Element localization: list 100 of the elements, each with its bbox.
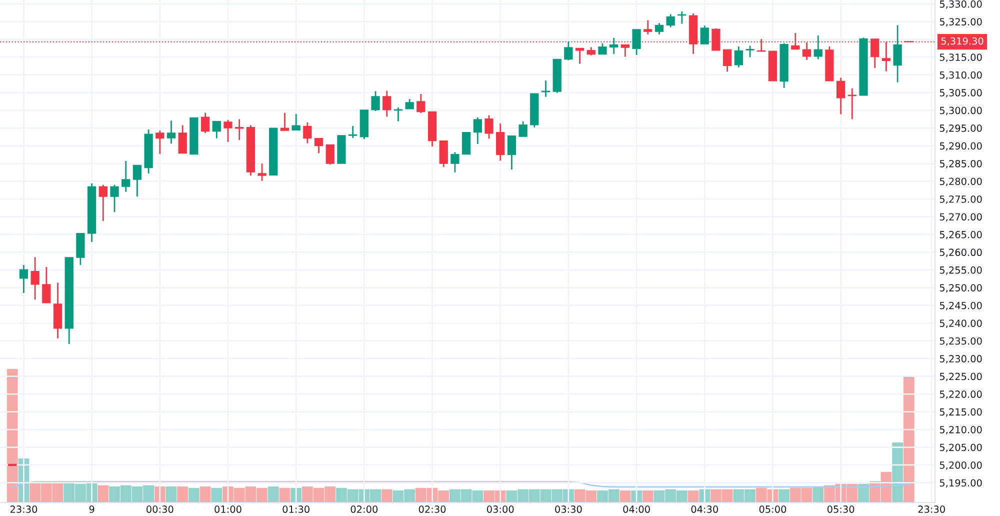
x-tick-label: 04:00 <box>623 506 650 513</box>
y-tick-label: 5,200.00 <box>940 461 982 470</box>
bar <box>381 489 392 503</box>
x-tick-label: 04:30 <box>691 506 718 513</box>
bar <box>98 485 109 503</box>
candlestick <box>371 90 380 112</box>
candlestick <box>666 13 675 28</box>
candlestick <box>178 124 187 154</box>
candlestick <box>462 132 471 155</box>
candlestick <box>212 120 221 140</box>
candlestick <box>439 140 448 168</box>
bar <box>211 488 222 503</box>
bar <box>858 484 869 503</box>
candlestick <box>348 125 358 139</box>
x-tick-label: 23:30 <box>918 506 945 513</box>
candlestick <box>132 164 142 198</box>
candlestick <box>224 119 232 143</box>
candlestick <box>292 113 300 131</box>
candlestick <box>473 116 482 145</box>
candlestick <box>122 160 130 193</box>
candlestick <box>258 162 266 182</box>
candlestick <box>598 42 607 55</box>
candlestick <box>507 135 516 170</box>
candlestick <box>654 22 664 36</box>
candlestick <box>280 112 290 132</box>
candlestick <box>19 264 28 294</box>
candlestick <box>30 256 40 300</box>
candlestick <box>678 10 686 24</box>
candlestick <box>746 45 754 58</box>
y-tick-label: 5,265.00 <box>940 230 982 240</box>
x-tick-label: 23:30 <box>10 506 38 513</box>
candlestick <box>700 24 709 45</box>
y-tick-label: 5,245.00 <box>940 302 982 310</box>
candlestick <box>836 76 846 115</box>
y-tick-label: 5,270.00 <box>940 213 982 222</box>
y-tick-label: 5,235.00 <box>940 337 982 346</box>
bar <box>778 489 790 503</box>
y-tick-label: 5,295.00 <box>940 124 982 133</box>
candlestick <box>893 24 902 83</box>
y-tick-label: 5,220.00 <box>940 390 982 399</box>
candlestick <box>416 93 426 114</box>
candlestick <box>564 40 573 61</box>
bar <box>892 442 903 503</box>
candlestick <box>644 20 652 36</box>
bar <box>620 490 631 503</box>
candlestick <box>382 90 392 118</box>
candlestick <box>326 144 334 166</box>
x-tick-label: 01:00 <box>214 506 242 513</box>
candlestick <box>848 88 856 120</box>
y-tick-label: 5,330.00 <box>940 0 982 9</box>
x-tick-label: 01:30 <box>282 506 310 513</box>
candlestick <box>42 266 51 304</box>
candlestick <box>450 151 460 174</box>
y-tick-label: 5,290.00 <box>940 142 982 151</box>
y-tick-label: 5,310.00 <box>940 71 982 80</box>
x-tick-label: 02:00 <box>350 506 378 513</box>
y-tick-label: 5,280.00 <box>940 178 982 186</box>
y-tick-label: 5,275.00 <box>940 195 982 204</box>
y-tick-label: 5,215.00 <box>940 408 982 417</box>
bar <box>688 490 699 503</box>
x-tick-label: 05:30 <box>827 506 854 513</box>
bar <box>812 486 824 503</box>
candlestick <box>620 44 630 58</box>
candlestick <box>110 184 119 213</box>
bar <box>188 488 200 503</box>
y-tick-label: 5,315.00 <box>940 54 982 62</box>
bar <box>642 490 654 503</box>
y-tick-label: 5,195.00 <box>940 479 982 488</box>
x-tick-label: 9 <box>89 506 94 513</box>
candlestick <box>98 184 108 222</box>
candlestick <box>394 106 403 122</box>
candlestick <box>610 37 618 55</box>
x-tick-label: 03:30 <box>555 506 582 513</box>
bar <box>166 486 177 503</box>
bar <box>177 486 188 503</box>
candlestick <box>314 138 324 154</box>
candlestick <box>405 98 414 110</box>
bar <box>279 488 290 503</box>
ref-line-label: 5,319.30 <box>941 37 984 46</box>
x-tick-label: 03:00 <box>486 506 514 513</box>
x-tick-label: 02:30 <box>418 506 446 513</box>
y-tick-label: 5,230.00 <box>940 355 982 364</box>
bar <box>6 368 18 503</box>
candlestick <box>632 28 641 56</box>
bar <box>268 486 279 503</box>
candlestick <box>156 130 164 155</box>
candlestick <box>723 48 732 72</box>
x-tick-label: 05:00 <box>759 506 786 513</box>
candlestick <box>303 122 312 144</box>
y-tick-label: 5,300.00 <box>940 106 982 116</box>
x-tick-label: 00:30 <box>146 506 174 513</box>
y-tick-label: 5,240.00 <box>940 320 982 328</box>
bar <box>903 376 914 503</box>
y-tick-label: 5,250.00 <box>940 284 982 292</box>
y-tick-label: 5,225.00 <box>940 372 982 382</box>
y-tick-label: 5,210.00 <box>940 426 982 434</box>
candlestick <box>166 120 176 144</box>
candlestick <box>484 114 494 140</box>
candlestick <box>814 34 822 60</box>
y-tick-label: 5,260.00 <box>940 248 982 258</box>
